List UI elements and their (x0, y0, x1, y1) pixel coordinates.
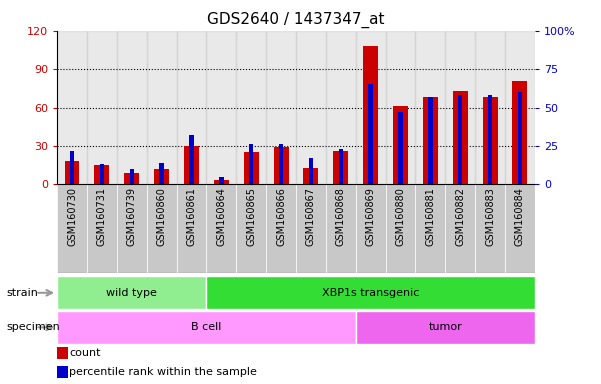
Bar (296, 31, 326, 184)
Bar (415, 31, 445, 184)
Bar (129, 169, 134, 184)
Bar (57, 31, 87, 184)
Text: GSM160869: GSM160869 (365, 187, 376, 246)
Bar (70, 151, 75, 184)
Bar (386, 184, 415, 273)
Bar (356, 184, 386, 273)
Text: GSM160861: GSM160861 (186, 187, 197, 246)
Bar (87, 31, 117, 184)
Bar (147, 184, 177, 273)
Bar (279, 144, 283, 184)
Bar (475, 184, 505, 273)
Bar (57, 311, 356, 344)
Text: GSM160884: GSM160884 (515, 187, 525, 246)
Bar (159, 163, 164, 184)
Bar (206, 31, 236, 184)
Bar (249, 144, 254, 184)
Bar (475, 31, 505, 184)
Bar (266, 184, 296, 273)
Bar (368, 84, 373, 184)
Text: GSM160867: GSM160867 (306, 187, 316, 246)
Text: GSM160731: GSM160731 (97, 187, 107, 246)
Bar (117, 184, 147, 273)
Bar (57, 366, 68, 379)
Bar (64, 161, 79, 184)
Text: GSM160882: GSM160882 (455, 187, 465, 246)
Text: GSM160860: GSM160860 (157, 187, 166, 246)
Text: GSM160864: GSM160864 (216, 187, 227, 246)
Text: GSM160866: GSM160866 (276, 187, 286, 246)
Bar (483, 97, 498, 184)
Bar (428, 97, 433, 184)
Text: percentile rank within the sample: percentile rank within the sample (69, 367, 257, 377)
Bar (177, 31, 206, 184)
Bar (356, 311, 535, 344)
Text: tumor: tumor (429, 322, 462, 333)
Bar (206, 276, 535, 309)
Bar (273, 147, 288, 184)
Bar (415, 184, 445, 273)
Bar (236, 31, 266, 184)
Bar (505, 184, 535, 273)
Text: specimen: specimen (6, 322, 59, 333)
Text: GSM160730: GSM160730 (67, 187, 77, 246)
Bar (296, 184, 326, 273)
Bar (87, 184, 117, 273)
Bar (266, 31, 296, 184)
Text: GSM160883: GSM160883 (485, 187, 495, 246)
Bar (309, 158, 313, 184)
Bar (236, 184, 266, 273)
Bar (100, 164, 104, 184)
Bar (184, 146, 199, 184)
Text: wild type: wild type (106, 288, 157, 298)
Bar (445, 184, 475, 273)
Bar (244, 152, 258, 184)
Bar (338, 149, 343, 184)
Bar (189, 135, 194, 184)
Bar (458, 95, 463, 184)
Text: B cell: B cell (191, 322, 222, 333)
Bar (393, 106, 408, 184)
Bar (214, 180, 229, 184)
Bar (356, 31, 386, 184)
Bar (177, 184, 206, 273)
Text: GSM160739: GSM160739 (127, 187, 137, 246)
Bar (304, 168, 319, 184)
Text: XBP1s transgenic: XBP1s transgenic (322, 288, 419, 298)
Bar (423, 97, 438, 184)
Bar (453, 91, 468, 184)
Bar (513, 81, 528, 184)
Text: GSM160881: GSM160881 (426, 187, 435, 246)
Text: strain: strain (6, 288, 38, 298)
Bar (57, 347, 68, 359)
Bar (219, 177, 224, 184)
Text: GSM160865: GSM160865 (246, 187, 256, 246)
Text: count: count (69, 348, 100, 358)
Bar (147, 31, 177, 184)
Bar (57, 184, 87, 273)
Text: GSM160868: GSM160868 (336, 187, 346, 246)
Bar (117, 31, 147, 184)
Bar (326, 31, 356, 184)
Bar (517, 92, 522, 184)
Bar (386, 31, 415, 184)
Bar (57, 276, 206, 309)
Bar (124, 173, 139, 184)
Bar (326, 184, 356, 273)
Bar (488, 95, 492, 184)
Bar (398, 112, 403, 184)
Bar (505, 31, 535, 184)
Bar (445, 31, 475, 184)
Text: GSM160880: GSM160880 (395, 187, 406, 246)
Text: GDS2640 / 1437347_at: GDS2640 / 1437347_at (207, 12, 385, 28)
Bar (334, 151, 348, 184)
Bar (94, 165, 109, 184)
Bar (363, 46, 378, 184)
Bar (154, 169, 169, 184)
Bar (206, 184, 236, 273)
